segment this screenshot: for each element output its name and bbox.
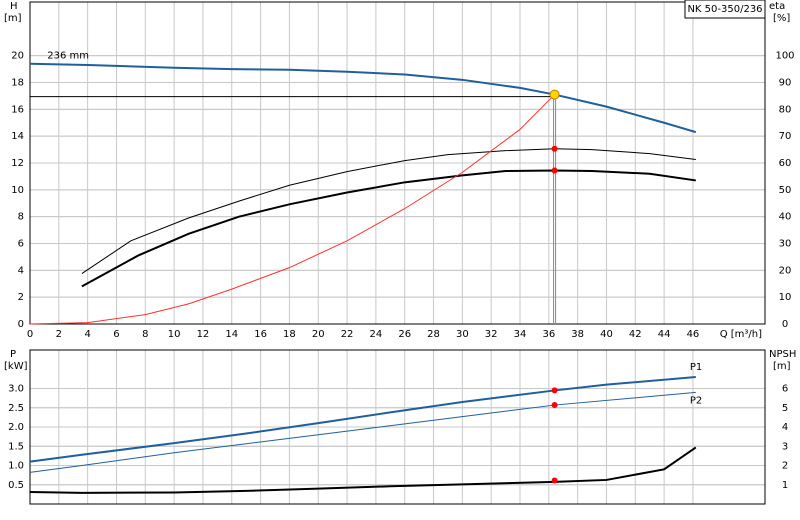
- y-tick-label: 6: [18, 239, 24, 250]
- x-tick-label: 14: [225, 329, 238, 340]
- x-tick-label: 32: [485, 329, 498, 340]
- y2-axis-unit: [%]: [773, 13, 790, 24]
- y2-tick-label: 2: [782, 461, 788, 472]
- y2-tick-label: 6: [782, 384, 788, 395]
- y-tick-label: 12: [11, 158, 24, 169]
- x-tick-label: 2: [56, 329, 62, 340]
- x-tick-label: 18: [283, 329, 296, 340]
- y-axis-unit: [kW]: [4, 361, 28, 372]
- curve: [29, 62, 697, 134]
- x-tick-label: 40: [600, 329, 613, 340]
- y-axis-label: H: [10, 1, 18, 12]
- y-tick-label: 1.0: [8, 461, 24, 472]
- y2-tick-label: 5: [782, 403, 788, 414]
- plot-frame: [29, 349, 766, 505]
- y-tick-label: 1.5: [8, 441, 24, 452]
- y2-tick-label: 4: [782, 422, 788, 433]
- y-axis-label: P: [10, 349, 16, 360]
- operating-point: [551, 145, 558, 152]
- x-axis-label: Q [m³/h]: [720, 329, 762, 340]
- operating-point: [551, 387, 558, 394]
- y-tick-label: 0.5: [8, 480, 24, 491]
- x-tick-label: 44: [658, 329, 671, 340]
- y2-tick-label: 3: [782, 441, 788, 452]
- curve: [29, 375, 696, 463]
- x-tick-label: 46: [687, 329, 700, 340]
- x-tick-label: 6: [113, 329, 119, 340]
- model-label: NK 50-350/236: [687, 4, 762, 15]
- x-tick-label: 4: [84, 329, 90, 340]
- y-tick-label: 2.5: [8, 403, 24, 414]
- operating-point: [551, 477, 558, 484]
- curve: [29, 446, 697, 494]
- y-tick-label: 20: [11, 51, 24, 62]
- curve: [81, 169, 696, 288]
- y2-tick-label: 60: [779, 158, 792, 169]
- x-tick-label: 26: [398, 329, 411, 340]
- y-axis-unit: [m]: [4, 13, 22, 24]
- y2-tick-label: 20: [779, 265, 792, 276]
- y2-tick-label: 0: [782, 319, 788, 330]
- operating-point: [551, 402, 558, 409]
- y-tick-label: 0: [18, 319, 24, 330]
- x-tick-label: 34: [514, 329, 527, 340]
- x-tick-label: 42: [629, 329, 642, 340]
- curve: [81, 148, 696, 274]
- y-tick-label: 2.0: [8, 422, 24, 433]
- y2-tick-label: 90: [779, 78, 792, 89]
- series-label: P1: [690, 362, 702, 373]
- y-tick-label: 18: [11, 78, 24, 89]
- y-tick-label: 16: [11, 104, 24, 115]
- y2-tick-label: 30: [779, 239, 792, 250]
- duty-point: [549, 89, 560, 100]
- y2-axis-label: eta: [769, 1, 785, 12]
- y-tick-label: 2: [18, 292, 24, 303]
- x-tick-label: 24: [370, 329, 383, 340]
- y2-tick-label: 100: [775, 51, 794, 62]
- y-tick-label: 8: [18, 212, 24, 223]
- model-label-box: [684, 0, 766, 19]
- y2-tick-label: 1: [782, 480, 788, 491]
- y2-tick-label: 50: [779, 185, 792, 196]
- curve: [29, 94, 555, 325]
- y2-tick-label: 70: [779, 131, 792, 142]
- y-tick-label: 3.0: [8, 384, 24, 395]
- y2-tick-label: 40: [779, 212, 792, 223]
- y2-axis-label: NPSH: [769, 349, 796, 360]
- y-tick-label: 14: [11, 131, 24, 142]
- x-tick-label: 12: [197, 329, 210, 340]
- y2-tick-label: 80: [779, 104, 792, 115]
- y2-axis-unit: [m]: [773, 361, 791, 372]
- x-tick-label: 30: [456, 329, 469, 340]
- x-tick-label: 22: [341, 329, 354, 340]
- x-tick-label: 8: [142, 329, 148, 340]
- series-label: P2: [690, 395, 702, 406]
- y-tick-label: 4: [18, 265, 24, 276]
- x-tick-label: 36: [542, 329, 555, 340]
- x-tick-label: 16: [254, 329, 267, 340]
- x-tick-label: 38: [571, 329, 584, 340]
- x-tick-label: 20: [312, 329, 325, 340]
- x-tick-label: 0: [27, 329, 33, 340]
- annotation: 236 mm: [47, 51, 89, 62]
- plot-frame: [29, 1, 766, 325]
- x-tick-label: 10: [168, 329, 181, 340]
- y2-tick-label: 10: [779, 292, 792, 303]
- x-tick-label: 28: [427, 329, 440, 340]
- y-tick-label: 10: [11, 185, 24, 196]
- operating-point: [551, 167, 558, 174]
